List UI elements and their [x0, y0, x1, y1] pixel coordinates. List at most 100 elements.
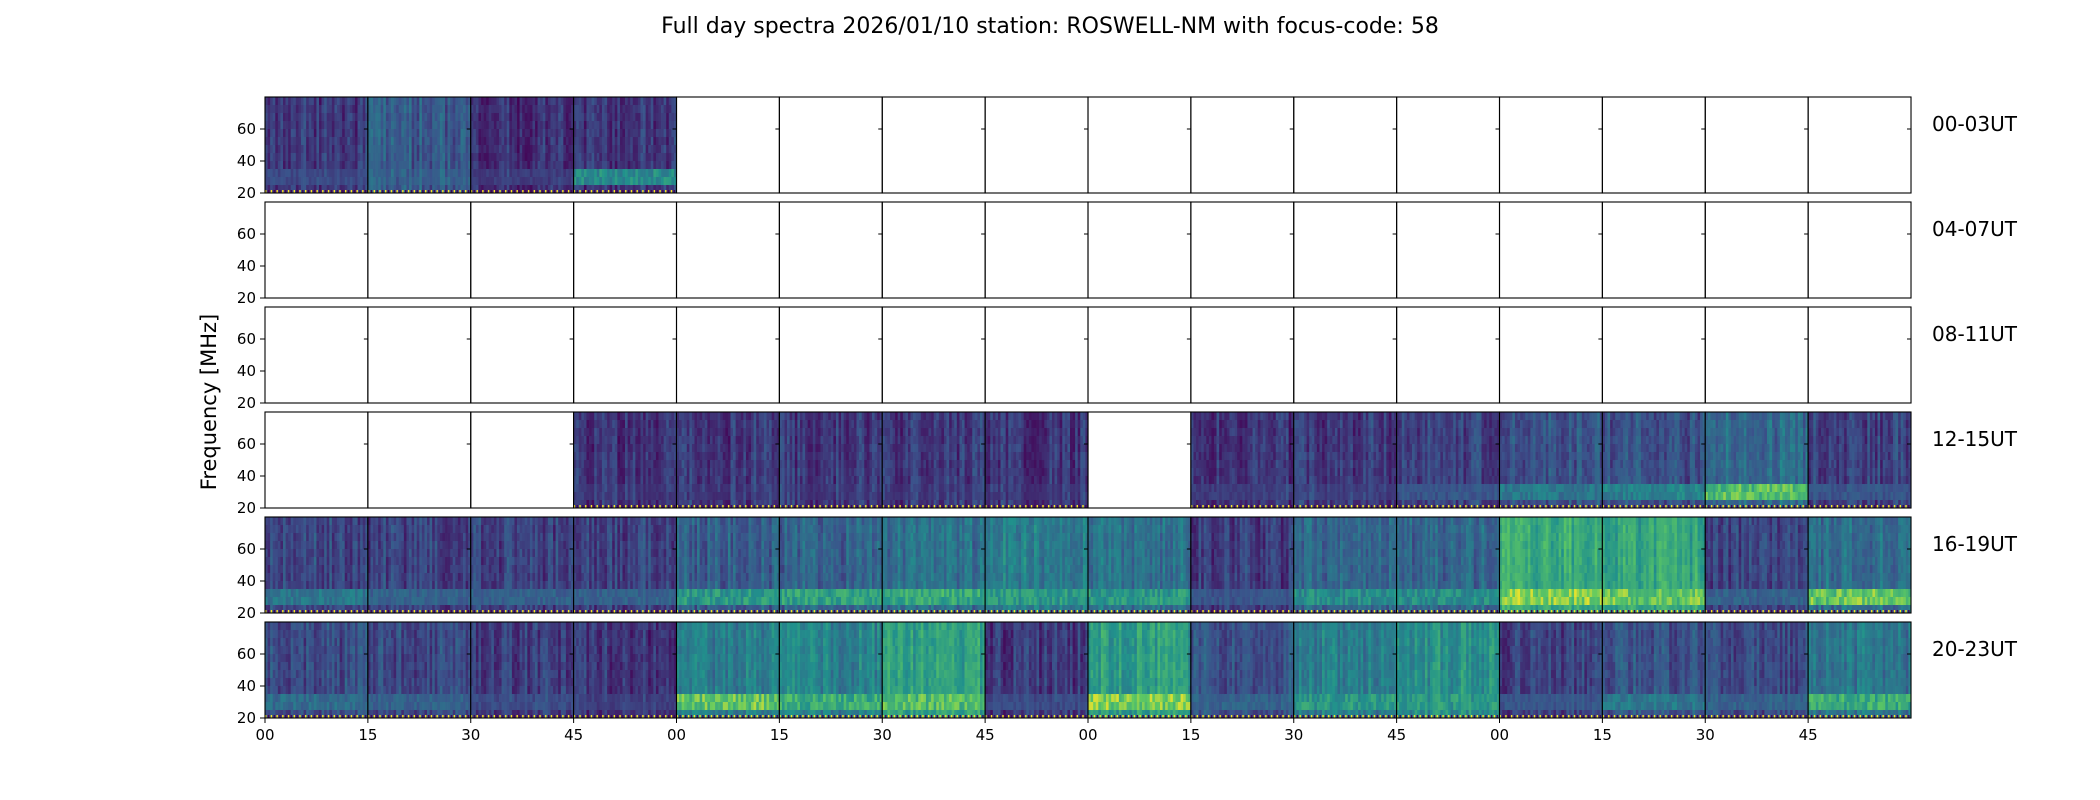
spectrogram-cell	[792, 460, 795, 468]
spectrogram-cell	[661, 436, 664, 444]
spectrogram-cell	[846, 460, 849, 468]
spectrogram-cell	[412, 169, 415, 177]
spectrogram-cell	[460, 105, 463, 113]
marker-dot	[862, 505, 863, 508]
spectrogram-cell	[741, 444, 744, 452]
spectrogram-cell	[1070, 460, 1073, 468]
spectrogram-cell	[473, 137, 476, 145]
spectrogram-cell	[522, 177, 525, 185]
spectrogram-cell	[715, 420, 718, 428]
spectrogram-cell	[759, 452, 762, 460]
spectrogram-cell	[486, 177, 489, 185]
spectrogram-cell	[895, 484, 898, 492]
spectrogram-cell	[620, 177, 623, 185]
spectrogram-cell	[725, 468, 728, 476]
marker-dot	[536, 190, 537, 193]
spectrogram-cell	[646, 484, 649, 492]
spectrogram-cell	[689, 468, 692, 476]
spectrogram-cell	[774, 484, 777, 492]
spectrogram-cell	[370, 161, 373, 169]
spectrogram-cell	[931, 428, 934, 436]
spectrogram-cell	[607, 121, 610, 129]
spectrogram-cell	[329, 129, 332, 137]
spectrogram-cell	[898, 412, 901, 420]
spectrogram-cell	[941, 468, 944, 476]
spectrogram-cell	[908, 484, 911, 492]
spectrogram-cell	[409, 153, 412, 161]
spectrogram-cell	[604, 161, 607, 169]
spectrogram-cell	[862, 468, 865, 476]
spectrogram-cell	[342, 177, 345, 185]
spectrogram-cell	[790, 460, 793, 468]
spectrogram-cell	[311, 177, 314, 185]
spectrogram-cell	[877, 460, 880, 468]
marker-dot	[594, 505, 595, 508]
spectrogram-cell	[646, 177, 649, 185]
spectrogram-cell	[358, 129, 361, 137]
spectrogram-cell	[445, 145, 448, 153]
spectrogram-cell	[895, 468, 898, 476]
spectrogram-cell	[604, 97, 607, 105]
spectrogram-cell	[594, 129, 597, 137]
spectrogram-cell	[579, 177, 582, 185]
spectrogram-cell	[332, 105, 335, 113]
spectrogram-cell	[607, 129, 610, 137]
marker-dot	[551, 190, 552, 193]
marker-dot	[854, 505, 855, 508]
spectrogram-cell	[666, 177, 669, 185]
spectrogram-cell	[306, 113, 309, 121]
spectrogram-cell	[898, 476, 901, 484]
spectrogram-cell	[648, 169, 651, 177]
spectrogram-cell	[329, 145, 332, 153]
marker-dot	[805, 505, 806, 508]
spectrogram-cell	[458, 113, 461, 121]
spectrogram-cell	[463, 97, 466, 105]
spectrogram-cell	[666, 97, 669, 105]
marker-dot	[1002, 505, 1003, 508]
spectrogram-cell	[486, 105, 489, 113]
spectrogram-cell	[869, 412, 872, 420]
spectrogram-cell	[345, 177, 348, 185]
spectrogram-cell	[1193, 484, 1196, 492]
marker-dot	[568, 190, 569, 193]
spectrogram-cell	[396, 113, 399, 121]
spectrogram-cell	[689, 452, 692, 460]
spectrogram-cell	[558, 153, 561, 161]
spectrogram-cell	[514, 177, 517, 185]
spectrogram-cell	[373, 105, 376, 113]
spectrogram-cell	[1011, 436, 1014, 444]
spectrogram-cell	[622, 468, 625, 476]
spectrogram-cell	[550, 113, 553, 121]
spectrogram-cell	[610, 97, 613, 105]
spectrogram-cell	[841, 484, 844, 492]
spectrogram-cell	[538, 145, 541, 153]
spectrogram-cell	[790, 452, 793, 460]
spectrogram-cell	[967, 420, 970, 428]
spectrogram-cell	[1013, 428, 1016, 436]
spectrogram-cell	[599, 460, 602, 468]
spectrogram-cell	[525, 121, 528, 129]
spectrogram-cell	[1062, 412, 1065, 420]
spectrogram-cell	[949, 476, 952, 484]
spectrogram-cell	[489, 137, 492, 145]
spectrogram-cell	[319, 169, 322, 177]
panel-frame	[882, 202, 985, 298]
spectrogram-cell	[566, 169, 569, 177]
spectrogram-cell	[556, 153, 559, 161]
spectrogram-cell	[586, 169, 589, 177]
spectrogram-cell	[965, 484, 968, 492]
spectrogram-cell	[772, 428, 775, 436]
spectrogram-cell	[352, 177, 355, 185]
spectrogram-cell	[463, 161, 466, 169]
spectrogram-cell	[525, 153, 528, 161]
spectrogram-cell	[921, 452, 924, 460]
spectrogram-cell	[864, 428, 867, 436]
spectrogram-cell	[419, 145, 422, 153]
spectrogram-cell	[671, 169, 674, 177]
panel-frame	[1602, 97, 1705, 193]
spectrogram-cell	[581, 153, 584, 161]
spectrogram-cell	[846, 412, 849, 420]
spectrogram-cell	[890, 476, 893, 484]
spectrogram-cell	[520, 161, 523, 169]
marker-dot	[582, 505, 583, 508]
